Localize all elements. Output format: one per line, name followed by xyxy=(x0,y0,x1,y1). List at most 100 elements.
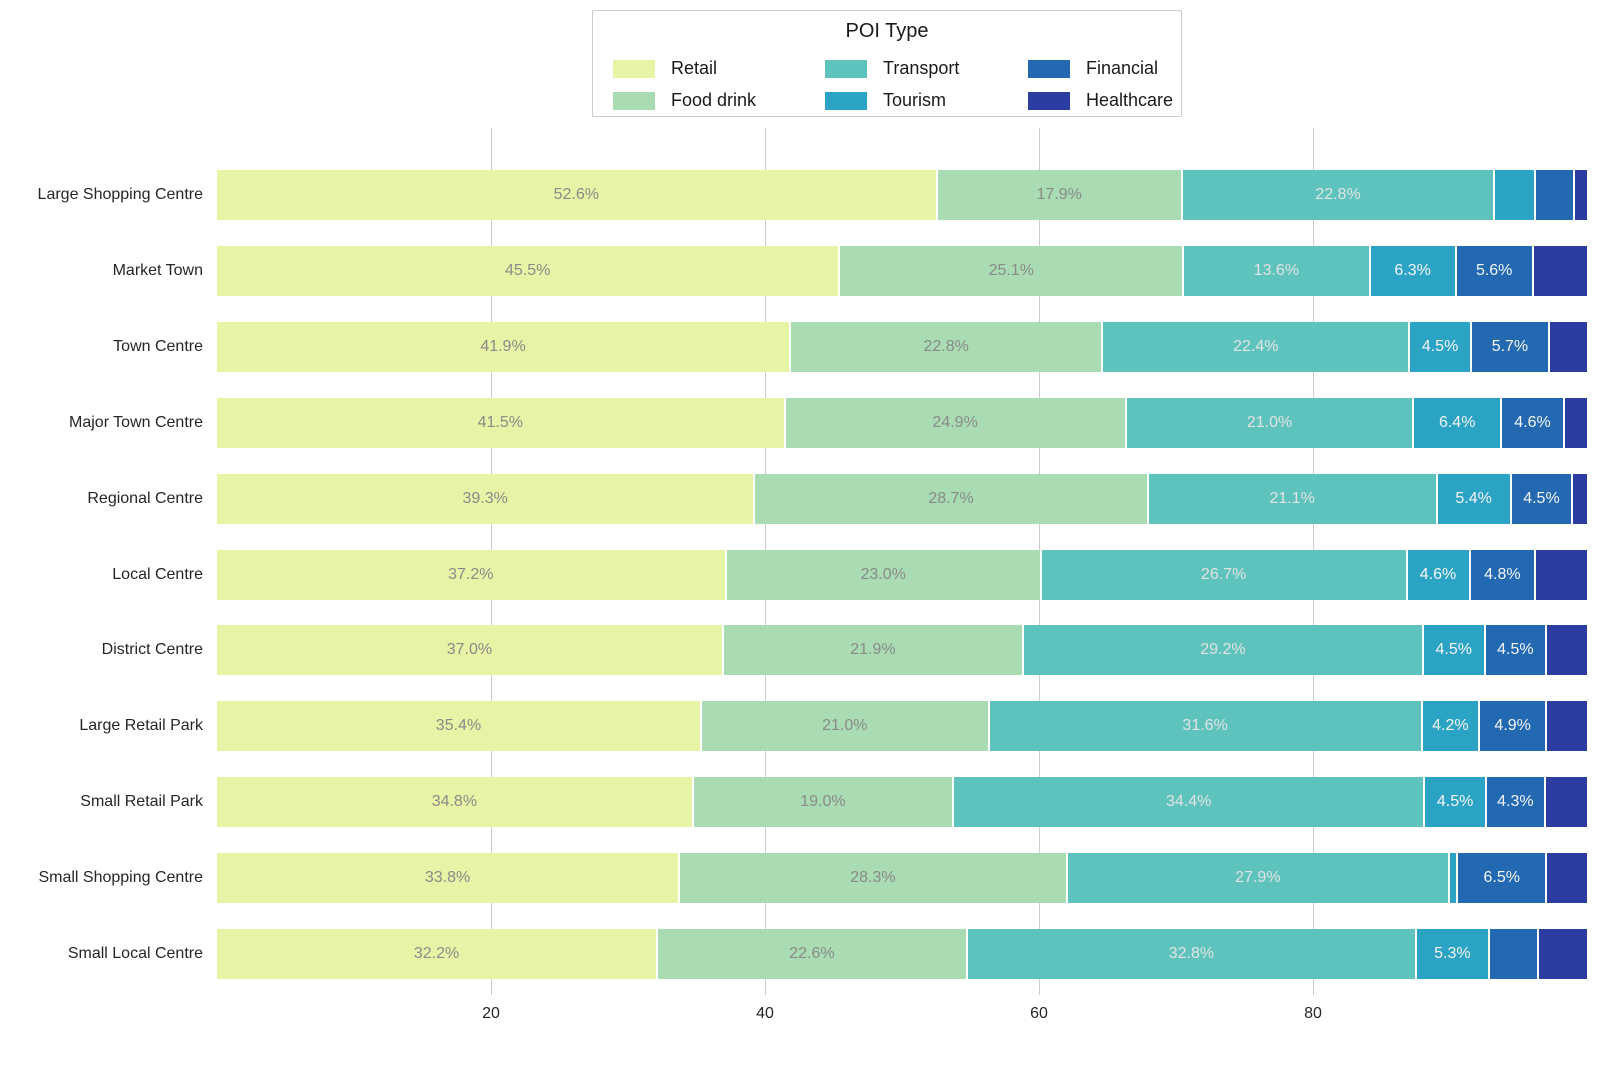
legend-label-transport: Transport xyxy=(883,58,960,78)
y-label-large-retail-park: Large Retail Park xyxy=(79,717,203,735)
segment-tourism-small-local-centre: 5.3% xyxy=(1417,929,1490,979)
segment-value-label: 26.7% xyxy=(1200,565,1247,583)
segment-value-label: 6.4% xyxy=(1438,413,1476,431)
segment-food-drink-major-town-centre: 24.9% xyxy=(785,397,1127,448)
segment-transport-large-retail-park: 31.6% xyxy=(989,701,1423,752)
bar-row-small-retail-park: 34.8% 19.0% 34.4% 4.5% 4.3% xyxy=(217,777,1587,828)
legend-entry-transport: Transport xyxy=(825,56,1028,81)
y-label-town-centre: Town Centre xyxy=(113,337,203,355)
segment-food-drink-local-centre: 23.0% xyxy=(726,549,1042,600)
legend-column-1: Retail Food drink xyxy=(613,56,825,113)
segment-value-label: 5.7% xyxy=(1491,337,1529,355)
segment-value-label: 32.2% xyxy=(413,945,460,962)
y-label-market-town: Market Town xyxy=(112,261,203,279)
segment-value-label: 4.6% xyxy=(1419,565,1457,583)
segment-value-label: 6.3% xyxy=(1394,261,1431,279)
segment-healthcare-major-town-centre xyxy=(1565,397,1587,448)
segment-financial-small-shopping-centre: 6.5% xyxy=(1458,853,1548,904)
segment-value-label: 22.8% xyxy=(1315,186,1361,203)
y-label-district-centre: District Centre xyxy=(101,641,203,659)
segment-value-label: 13.6% xyxy=(1253,261,1300,279)
segment-healthcare-small-retail-park xyxy=(1545,777,1587,828)
y-label-major-town-centre: Major Town Centre xyxy=(69,413,203,431)
segment-value-label: 4.5% xyxy=(1436,793,1474,811)
segment-transport-small-shopping-centre: 27.9% xyxy=(1067,853,1450,904)
y-label-small-shopping-centre: Small Shopping Centre xyxy=(38,869,203,887)
segment-food-drink-regional-centre: 28.7% xyxy=(755,473,1149,524)
segment-financial-regional-centre: 4.5% xyxy=(1511,473,1574,524)
bar-row-local-centre: 37.2% 23.0% 26.7% 4.6% 4.8% xyxy=(217,549,1587,600)
segment-value-label: 34.4% xyxy=(1165,793,1212,811)
segment-retail-town-centre: 41.9% xyxy=(217,321,792,372)
segment-value-label: 33.8% xyxy=(424,869,471,887)
segment-value-label: 4.2% xyxy=(1432,717,1469,735)
legend-swatch-tourism xyxy=(825,91,867,110)
bar-row-small-shopping-centre: 33.8% 28.3% 27.9% 6.5% xyxy=(217,853,1587,904)
segment-food-drink-district-centre: 21.9% xyxy=(723,625,1024,676)
segment-retail-large-retail-park: 35.4% xyxy=(217,701,702,752)
segment-value-label: 4.3% xyxy=(1497,793,1534,811)
y-label-regional-centre: Regional Centre xyxy=(87,489,203,507)
segment-food-drink-small-shopping-centre: 28.3% xyxy=(680,853,1068,904)
segment-tourism-large-retail-park: 4.2% xyxy=(1422,701,1481,752)
segment-value-label: 25.1% xyxy=(988,261,1034,279)
segment-value-label: 39.3% xyxy=(462,489,508,507)
legend-swatch-food-drink xyxy=(613,91,655,110)
bar-row-district-centre: 37.0% 21.9% 29.2% 4.5% 4.5% xyxy=(217,625,1587,676)
segment-value-label: 21.9% xyxy=(850,641,896,659)
segment-value-label: 31.6% xyxy=(1182,717,1228,735)
segment-value-label: 23.0% xyxy=(860,565,906,583)
segment-value-label: 41.5% xyxy=(477,413,523,431)
segment-tourism-district-centre: 4.5% xyxy=(1423,625,1486,676)
segment-tourism-small-retail-park: 4.5% xyxy=(1425,777,1487,828)
segment-financial-major-town-centre: 4.6% xyxy=(1502,397,1566,448)
segment-value-label: 32.8% xyxy=(1168,945,1215,962)
y-label-large-shopping-centre: Large Shopping Centre xyxy=(37,186,203,203)
segment-financial-local-centre: 4.8% xyxy=(1470,549,1537,600)
segment-transport-district-centre: 29.2% xyxy=(1023,625,1424,676)
legend-entry-financial: Financial xyxy=(1028,56,1188,81)
segment-food-drink-small-local-centre: 22.6% xyxy=(658,929,968,979)
segment-value-label: 5.4% xyxy=(1455,489,1492,507)
segment-value-label: 27.9% xyxy=(1235,869,1281,887)
bar-row-large-retail-park: 35.4% 21.0% 31.6% 4.2% 4.9% xyxy=(217,701,1587,752)
segment-value-label: 19.0% xyxy=(800,793,846,811)
segment-tourism-small-shopping-centre xyxy=(1449,853,1459,904)
segment-financial-small-local-centre xyxy=(1489,929,1540,979)
segment-value-label: 22.4% xyxy=(1233,337,1279,355)
bar-row-small-local-centre: 32.2% 22.6% 32.8% 5.3% xyxy=(217,929,1587,979)
segment-value-label: 22.8% xyxy=(923,337,969,355)
legend-columns: Retail Food drink Transport Tourism Financia… xyxy=(613,56,1188,113)
segment-financial-town-centre: 5.7% xyxy=(1471,321,1550,372)
segment-value-label: 29.2% xyxy=(1200,641,1246,659)
segment-value-label: 6.5% xyxy=(1483,869,1520,887)
segment-value-label: 17.9% xyxy=(1036,186,1082,203)
segment-retail-large-shopping-centre: 52.6% xyxy=(217,170,938,220)
bar-row-regional-centre: 39.3% 28.7% 21.1% 5.4% 4.5% xyxy=(217,473,1587,524)
segment-value-label: 4.9% xyxy=(1494,717,1531,735)
segment-value-label: 28.3% xyxy=(850,869,896,887)
segment-financial-district-centre: 4.5% xyxy=(1485,625,1548,676)
segment-tourism-local-centre: 4.6% xyxy=(1407,549,1471,600)
segment-tourism-market-town: 6.3% xyxy=(1370,245,1457,296)
segment-value-label: 37.0% xyxy=(446,641,493,659)
segment-value-label: 41.9% xyxy=(480,337,526,355)
x-tick-20: 20 xyxy=(482,1005,500,1022)
segment-retail-district-centre: 37.0% xyxy=(217,625,724,676)
segment-healthcare-large-retail-park xyxy=(1547,701,1587,752)
legend-swatch-retail xyxy=(613,59,655,78)
segment-value-label: 4.8% xyxy=(1484,565,1521,583)
segment-value-label: 22.6% xyxy=(789,945,835,962)
segment-retail-small-shopping-centre: 33.8% xyxy=(217,853,681,904)
segment-value-label: 45.5% xyxy=(504,261,551,279)
segment-value-label: 21.1% xyxy=(1269,489,1315,507)
segment-value-label: 4.5% xyxy=(1421,337,1459,355)
y-label-small-local-centre: Small Local Centre xyxy=(67,945,203,962)
legend-label-retail: Retail xyxy=(671,58,718,78)
plot-area: 52.6% 17.9% 22.8% 45.5% 25.1% 13.6% 6.3% 5.6% 41… xyxy=(217,128,1587,995)
x-tick-40: 40 xyxy=(756,1005,774,1022)
segment-value-label: 4.5% xyxy=(1523,489,1560,507)
legend-label-healthcare: Healthcare xyxy=(1086,90,1174,110)
segment-healthcare-small-shopping-centre xyxy=(1547,853,1587,904)
